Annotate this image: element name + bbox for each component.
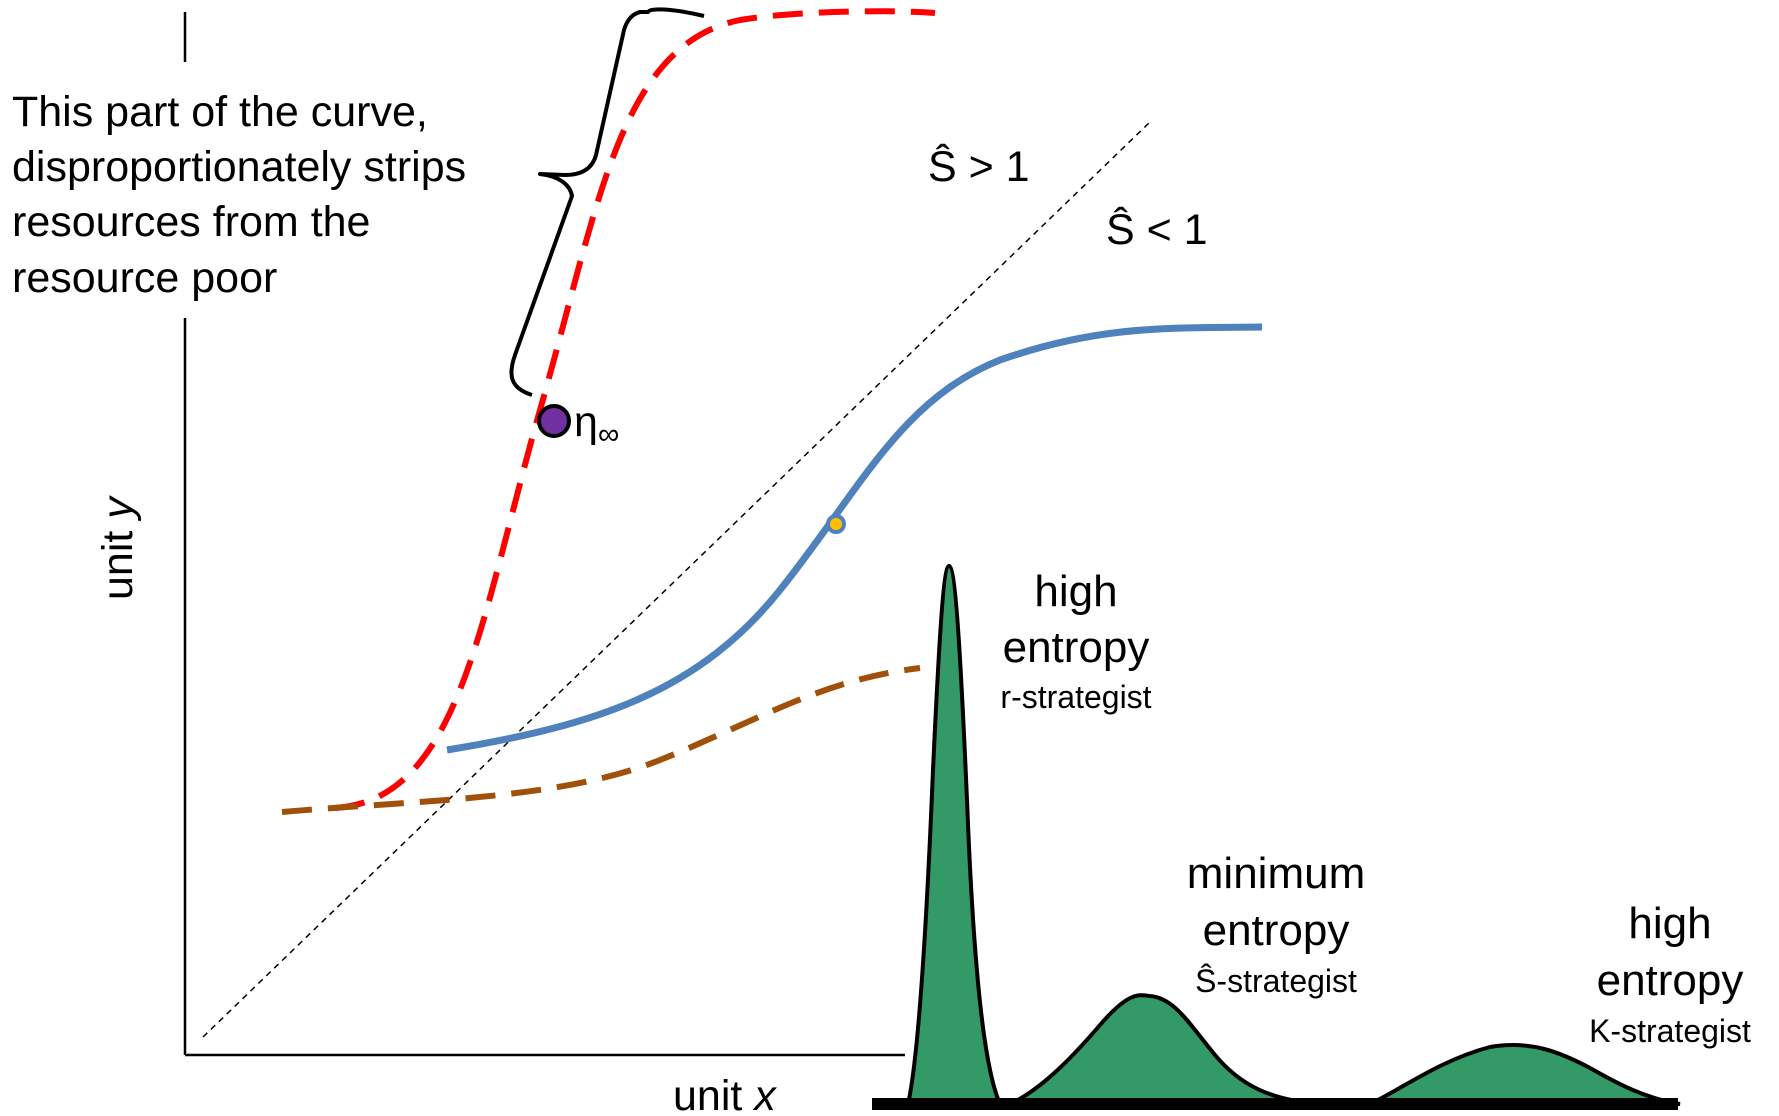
annotation-line-2: disproportionately strips bbox=[12, 143, 466, 191]
diagonal-line bbox=[202, 121, 1151, 1038]
distribution-s-strategist bbox=[1009, 993, 1321, 1106]
s-strategist-label-1: minimum bbox=[1187, 849, 1365, 898]
distribution-k-strategist bbox=[1369, 1042, 1681, 1106]
eta-symbol: η bbox=[574, 398, 598, 446]
brown-dashed-curve bbox=[281, 665, 921, 815]
eta-point bbox=[537, 404, 571, 438]
annotation-line-3: resources from the bbox=[12, 198, 370, 246]
y-axis-label: unit y bbox=[94, 495, 142, 600]
eta-subscript: ∞ bbox=[598, 418, 619, 451]
y-axis-label-var: y bbox=[94, 495, 142, 522]
region-label-above: Ŝ > 1 bbox=[928, 143, 1030, 191]
x-axis-label-var: x bbox=[752, 1072, 777, 1111]
r-strategist-label-2: entropy bbox=[1003, 623, 1150, 672]
distribution-r-strategist bbox=[905, 563, 1004, 1106]
red-dashed-curve bbox=[334, 8, 936, 811]
x-axis-label: unit x bbox=[673, 1072, 777, 1111]
annotation-line-1: This part of the curve, bbox=[12, 88, 428, 136]
k-strategist-label-1: high bbox=[1628, 899, 1711, 948]
s-strategist-label-2: entropy bbox=[1203, 906, 1350, 955]
inflection-point bbox=[826, 514, 846, 534]
r-strategist-label-1: high bbox=[1034, 567, 1117, 616]
region-label-below: Ŝ < 1 bbox=[1106, 206, 1208, 254]
x-axis-label-prefix: unit bbox=[673, 1072, 754, 1111]
curly-brace bbox=[509, 7, 705, 397]
k-strategist-label-2: entropy bbox=[1597, 956, 1744, 1005]
eta-point-label: η∞ bbox=[574, 398, 619, 451]
s-strategist-label-3: Ŝ-strategist bbox=[1195, 963, 1357, 999]
r-strategist-label-3: r-strategist bbox=[1000, 679, 1151, 715]
k-strategist-label-3: K-strategist bbox=[1589, 1013, 1751, 1049]
y-axis-label-prefix: unit bbox=[94, 519, 142, 600]
annotation-line-4: resource poor bbox=[12, 254, 277, 302]
blue-curve bbox=[446, 323, 1263, 754]
